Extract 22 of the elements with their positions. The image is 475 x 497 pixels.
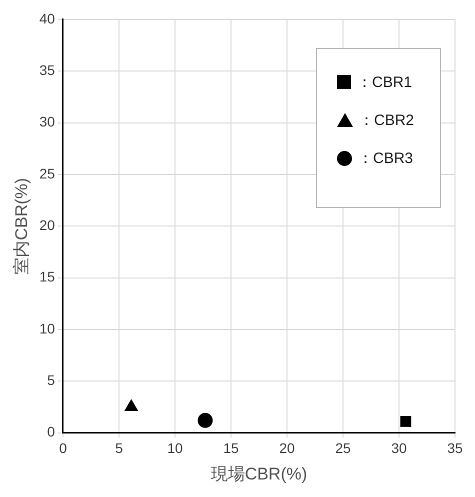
x-tick-label: 5	[115, 440, 124, 456]
x-tick-label: 15	[223, 440, 239, 456]
legend-label: ：CBR1	[357, 72, 412, 92]
x-tick-label: 10	[167, 440, 183, 456]
y-tick-label: 15	[39, 268, 56, 285]
x-tick-label: 25	[335, 440, 351, 456]
y-tick-label: 40	[39, 10, 56, 26]
legend-label: ：CBR3	[358, 148, 414, 168]
y-tick-label: 0	[47, 424, 56, 440]
y-tick-label: 25	[39, 165, 56, 182]
x-tick-label: 0	[59, 440, 68, 456]
y-tick-label: 35	[39, 62, 56, 78]
y-tick-label: 20	[39, 216, 56, 233]
y-tick-label: 30	[39, 114, 56, 130]
x-tick-label: 30	[391, 440, 407, 456]
x-axis-title: 現場CBR(%)	[210, 464, 308, 484]
y-tick-label: 10	[39, 320, 56, 336]
y-axis-title: 室内CBR(%)	[12, 178, 31, 274]
x-tick-label: 35	[447, 440, 463, 456]
y-tick-label: 5	[47, 372, 56, 388]
x-tick-label: 20	[279, 440, 295, 456]
legend-label: ：CBR2	[359, 110, 414, 130]
